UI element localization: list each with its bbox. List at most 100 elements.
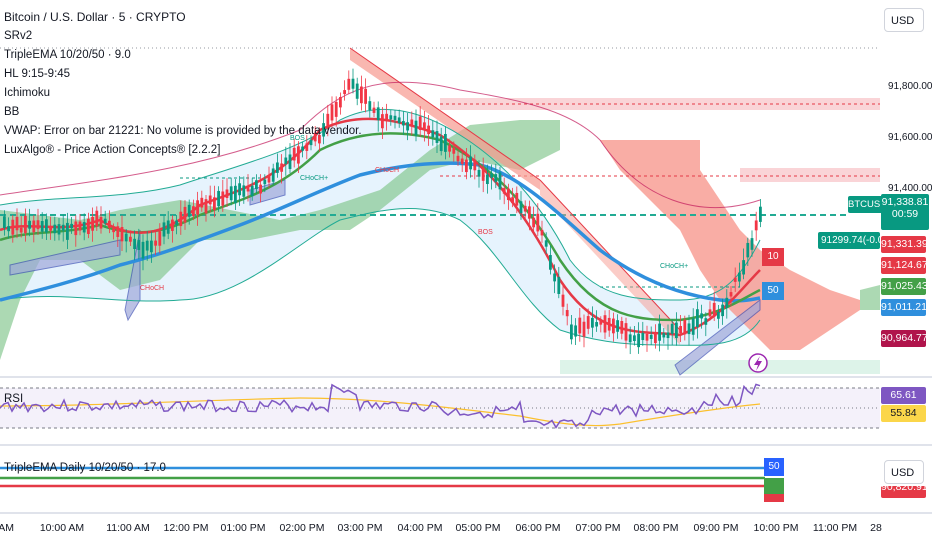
candle-body bbox=[330, 104, 334, 121]
candle-body bbox=[259, 184, 262, 194]
candle-body bbox=[511, 197, 514, 204]
candle-body bbox=[179, 211, 183, 227]
candle-body bbox=[696, 309, 699, 328]
candle-body bbox=[418, 116, 422, 130]
pane-separator[interactable] bbox=[0, 376, 932, 378]
candle-body bbox=[355, 83, 359, 99]
candle-body bbox=[641, 332, 645, 341]
ema50-badge: 50 bbox=[762, 282, 784, 300]
candle-body bbox=[712, 302, 716, 317]
candle-body bbox=[87, 218, 90, 234]
daily-ema-legend[interactable]: TripleEMA Daily 10/20/50 · 17.0 bbox=[4, 462, 166, 474]
indicator-srv2[interactable]: SRv2 bbox=[4, 30, 33, 42]
candle-body bbox=[536, 213, 540, 232]
candle-body bbox=[402, 121, 405, 126]
candle-body bbox=[276, 162, 279, 173]
candle-body bbox=[444, 133, 447, 152]
candle-body bbox=[439, 136, 443, 152]
candle-body bbox=[91, 216, 94, 231]
candle-body bbox=[431, 130, 435, 138]
indicator-tripleema[interactable]: TripleEMA 10/20/50 · 9.0 bbox=[4, 49, 131, 61]
candle-body bbox=[116, 226, 120, 237]
candle-body bbox=[570, 324, 573, 340]
candlestick-series bbox=[3, 68, 762, 355]
candle-body bbox=[423, 122, 426, 130]
candle-body bbox=[481, 167, 485, 181]
candle-body bbox=[385, 113, 388, 120]
candle-body bbox=[654, 332, 657, 344]
main-price-chart[interactable]: BOS BOS CHoCH CHoCH+ CHoCH+ CHoCH bbox=[0, 0, 880, 376]
indicator-hl[interactable]: HL 9:15-9:45 bbox=[4, 68, 71, 80]
candle-body bbox=[456, 155, 460, 162]
rsi-legend[interactable]: RSI bbox=[4, 393, 24, 405]
candle-body bbox=[225, 189, 229, 198]
ema50-line bbox=[0, 161, 761, 303]
indicator-luxalgo[interactable]: LuxAlgo® - Price Action Concepts® [2.2.2… bbox=[4, 144, 221, 156]
time-axis-label: 28 bbox=[870, 522, 882, 534]
candle-body bbox=[528, 206, 531, 219]
ichimoku-cloud-green bbox=[0, 120, 560, 360]
candle-body bbox=[486, 174, 489, 185]
daily-ema-price-tag: 90,820.91 bbox=[881, 486, 926, 498]
time-axis-label: 08:00 PM bbox=[633, 522, 679, 534]
candle-body bbox=[19, 227, 23, 233]
candle-body bbox=[746, 242, 750, 258]
candle-body bbox=[129, 236, 132, 242]
time-axis-label: 05:00 PM bbox=[455, 522, 501, 534]
order-line-label[interactable]: 91299.74(-0.04% bbox=[818, 232, 880, 249]
candle-body bbox=[754, 220, 758, 231]
candle-body bbox=[221, 191, 225, 206]
candle-body bbox=[725, 297, 729, 308]
ichimoku-cloud-red bbox=[600, 140, 860, 350]
candle-body bbox=[368, 101, 372, 110]
price-scale-label: 91,800.00 bbox=[888, 81, 932, 92]
bos-label-1: BOS bbox=[290, 135, 305, 142]
indicator-bb[interactable]: BB bbox=[4, 106, 20, 118]
indicator-vwap[interactable]: VWAP: Error on bar 21221: No volume is p… bbox=[4, 125, 362, 137]
candle-body bbox=[477, 169, 481, 177]
candle-body bbox=[313, 132, 317, 142]
candle-body bbox=[733, 277, 737, 282]
candle-body bbox=[166, 220, 170, 234]
symbol-title[interactable]: Bitcoin / U.S. Dollar · 5 · CRYPTO bbox=[4, 10, 186, 24]
candle-body bbox=[393, 115, 397, 120]
rsi-value-tag: 65.61 bbox=[881, 387, 926, 404]
daily-ema-chart[interactable] bbox=[0, 446, 880, 512]
candle-body bbox=[7, 226, 10, 232]
candle-body bbox=[120, 226, 124, 242]
candle-body bbox=[183, 206, 187, 223]
indicator-ichimoku[interactable]: Ichimoku bbox=[4, 87, 51, 99]
candle-body bbox=[204, 199, 208, 214]
countdown: 00:59 bbox=[891, 208, 919, 220]
rsi-chart[interactable] bbox=[0, 378, 880, 444]
candle-body bbox=[45, 219, 48, 233]
price-tag-4: 91,011.21 bbox=[881, 299, 927, 316]
candle-body bbox=[3, 216, 6, 229]
candle-body bbox=[150, 240, 153, 253]
candle-body bbox=[158, 231, 162, 246]
candle-body bbox=[704, 318, 708, 325]
candle-body bbox=[498, 172, 502, 190]
candle-body bbox=[288, 154, 292, 169]
pane-separator[interactable] bbox=[0, 444, 932, 446]
time-axis-label: 01:00 PM bbox=[220, 522, 266, 534]
price-scale-label: 91,600.00 bbox=[888, 132, 932, 143]
candle-body bbox=[574, 325, 577, 337]
candle-body bbox=[53, 224, 57, 234]
choch-label-3: CHoCH+ bbox=[300, 175, 328, 182]
candle-body bbox=[465, 159, 468, 173]
pane-separator bbox=[0, 512, 932, 514]
candle-body bbox=[637, 333, 640, 348]
candle-body bbox=[32, 220, 36, 233]
candle-body bbox=[99, 216, 103, 229]
currency-button[interactable]: USD bbox=[884, 8, 924, 32]
candle-body bbox=[61, 224, 65, 231]
candle-body bbox=[49, 226, 52, 231]
candle-body bbox=[691, 318, 695, 335]
lightning-icon[interactable] bbox=[748, 353, 768, 373]
symbol-badge: BTCUSD bbox=[848, 196, 887, 213]
currency-button-daily[interactable]: USD bbox=[884, 460, 924, 484]
candle-body bbox=[649, 334, 653, 339]
time-axis-label: 10:00 AM bbox=[39, 522, 85, 534]
candle-body bbox=[519, 201, 523, 214]
